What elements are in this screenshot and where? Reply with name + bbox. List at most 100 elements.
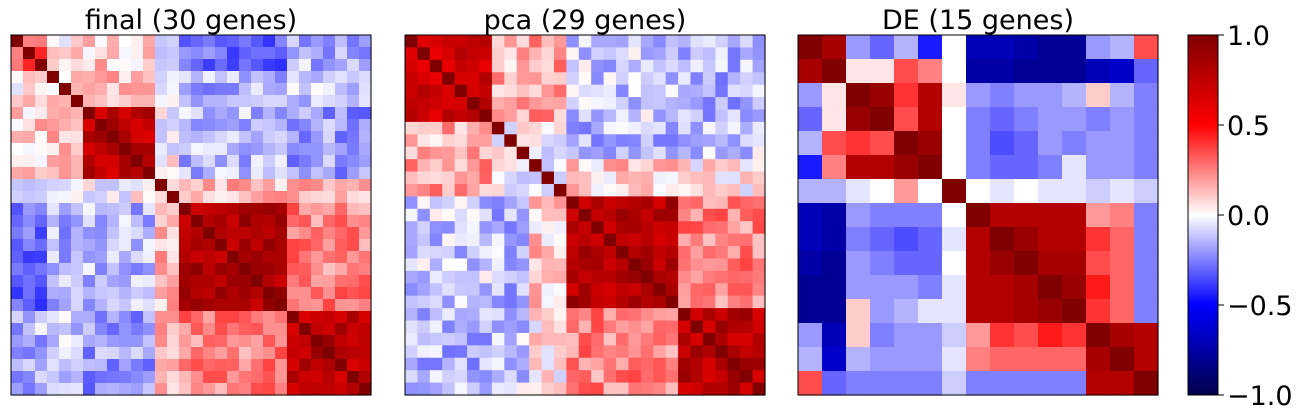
heatmap-cell: [578, 345, 592, 359]
heatmap-cell: [143, 119, 156, 132]
heatmap-cell: [275, 119, 288, 132]
heatmap-cell: [167, 299, 180, 312]
heatmap-cell: [479, 121, 493, 135]
heatmap-cell: [894, 251, 919, 276]
heatmap-cell: [1086, 323, 1111, 348]
heatmap-cell: [227, 215, 240, 228]
heatmap-cell: [678, 345, 692, 359]
heatmap-cell: [591, 208, 605, 222]
heatmap-cell: [628, 121, 642, 135]
heatmap-cell: [311, 347, 324, 360]
heatmap-cell: [966, 107, 991, 132]
heatmap-cell: [167, 143, 180, 156]
heatmap-cell: [71, 167, 84, 180]
heatmap-cell: [323, 371, 336, 384]
heatmap-cell: [155, 275, 168, 288]
heatmap-cell: [239, 359, 252, 372]
heatmap-cell: [1110, 371, 1135, 396]
heatmap-cell: [541, 59, 555, 73]
heatmap-cell: [95, 227, 108, 240]
heatmap-cell: [263, 275, 276, 288]
heatmap-cell: [335, 131, 348, 144]
heatmap-cell: [119, 155, 132, 168]
heatmap-cell: [541, 109, 555, 123]
heatmap-cell: [287, 371, 300, 384]
heatmap-cell: [239, 107, 252, 120]
heatmap-cell: [227, 119, 240, 132]
heatmap-cell: [553, 258, 567, 272]
heatmap-cell: [1086, 155, 1111, 180]
heatmap-cell: [702, 308, 716, 322]
heatmap-cell: [359, 71, 372, 84]
heatmap-cell: [846, 59, 871, 84]
heatmap-cell: [179, 47, 192, 60]
heatmap-cell: [1134, 59, 1159, 84]
heatmap-cell: [603, 97, 617, 111]
heatmap-cell: [1062, 323, 1087, 348]
heatmap-cell: [894, 59, 919, 84]
heatmap-cell: [47, 239, 60, 252]
heatmap-cell: [347, 179, 360, 192]
heatmap-cell: [467, 370, 481, 384]
heatmap-cell: [566, 97, 580, 111]
heatmap-cell: [1110, 251, 1135, 276]
heatmap-cell: [665, 84, 679, 98]
heatmap-cell: [454, 246, 468, 260]
heatmap-cell: [603, 233, 617, 247]
heatmap-cell: [504, 196, 518, 210]
heatmap-cell: [35, 119, 48, 132]
heatmap-cell: [1110, 83, 1135, 108]
heatmap-cell: [690, 295, 704, 309]
heatmap-cell: [740, 59, 754, 73]
heatmap-cell: [417, 59, 431, 73]
heatmap-cell: [335, 215, 348, 228]
heatmap-cell: [454, 357, 468, 371]
heatmap-cell: [227, 83, 240, 96]
heatmap-cell: [918, 155, 943, 180]
heatmap-cell: [167, 323, 180, 336]
heatmap-cell: [215, 347, 228, 360]
heatmap-cell: [167, 95, 180, 108]
heatmap-cell: [287, 311, 300, 324]
heatmap-cell: [59, 47, 72, 60]
heatmap-cell: [335, 83, 348, 96]
heatmap-cell: [155, 59, 168, 72]
heatmap-cell: [504, 233, 518, 247]
heatmap-cell: [71, 47, 84, 60]
heatmap-cell: [335, 47, 348, 60]
heatmap-cell: [529, 221, 543, 235]
heatmap-cell: [603, 183, 617, 197]
heatmap-cell: [405, 183, 419, 197]
heatmap-cell: [591, 382, 605, 396]
heatmap-cell: [1134, 227, 1159, 252]
heatmap-cell: [59, 179, 72, 192]
heatmap-cell: [107, 215, 120, 228]
heatmap-cell: [119, 263, 132, 276]
heatmap-cell: [665, 121, 679, 135]
heatmap-cell: [263, 107, 276, 120]
heatmap-cell: [47, 263, 60, 276]
heatmap-cell: [1110, 179, 1135, 204]
heatmap-cell: [1086, 275, 1111, 300]
heatmap-cell: [678, 208, 692, 222]
heatmap-cell: [143, 287, 156, 300]
heatmap-cell: [504, 258, 518, 272]
heatmap-cell: [678, 134, 692, 148]
heatmap-cell: [591, 196, 605, 210]
heatmap-cell: [299, 35, 312, 48]
heatmap-cell: [11, 155, 24, 168]
heatmap-cell: [347, 83, 360, 96]
heatmap-cell: [167, 383, 180, 396]
heatmap-cell: [578, 233, 592, 247]
heatmap-cell: [491, 171, 505, 185]
heatmap-cell: [347, 203, 360, 216]
heatmap-cell: [491, 72, 505, 86]
heatmap-cell: [504, 370, 518, 384]
heatmap-cell: [167, 107, 180, 120]
heatmap-cell: [591, 72, 605, 86]
heatmap-cell: [616, 97, 630, 111]
heatmap-cell: [179, 311, 192, 324]
heatmap-cell: [529, 332, 543, 346]
heatmap-cell: [155, 227, 168, 240]
heatmap-cell: [715, 270, 729, 284]
